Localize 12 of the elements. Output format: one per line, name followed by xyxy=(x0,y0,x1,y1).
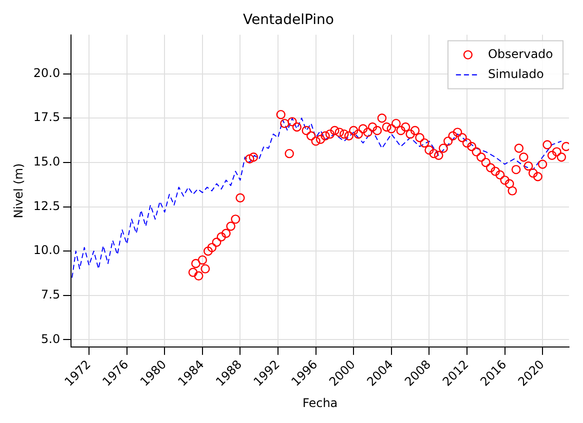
chart-title: VentadelPino xyxy=(243,12,334,28)
y-tick-label: 20.0 xyxy=(33,66,60,80)
legend-label: Observado xyxy=(488,46,553,61)
y-tick-label: 12.5 xyxy=(33,198,60,213)
y-tick-label: 10.0 xyxy=(33,243,60,258)
y-axis-title: Nivel (m) xyxy=(11,163,26,218)
y-tick-label: 5.0 xyxy=(41,332,60,346)
x-axis-title: Fecha xyxy=(302,396,338,410)
y-tick-label: 17.5 xyxy=(33,110,60,124)
y-tick-label: 7.5 xyxy=(41,288,60,302)
legend-label: Simulado xyxy=(488,66,544,81)
y-tick-label: 15.0 xyxy=(33,154,60,169)
